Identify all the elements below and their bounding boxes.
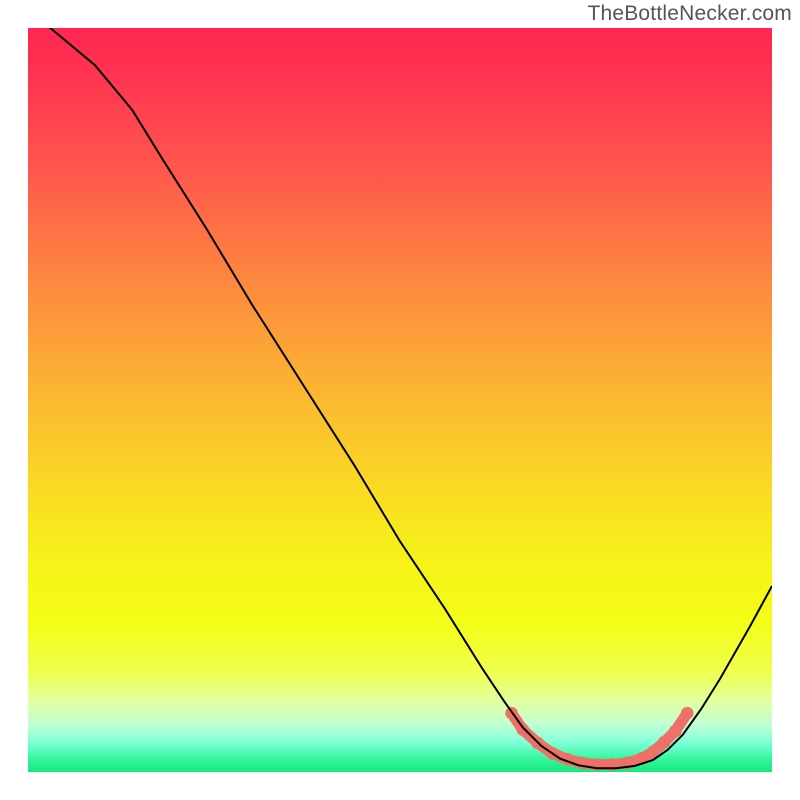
chart-frame: TheBottleNecker.com	[0, 0, 800, 800]
gradient-background	[28, 28, 772, 772]
bottleneck-curve-plot	[28, 28, 772, 772]
plot-svg	[28, 28, 772, 772]
watermark-text: TheBottleNecker.com	[587, 2, 792, 26]
